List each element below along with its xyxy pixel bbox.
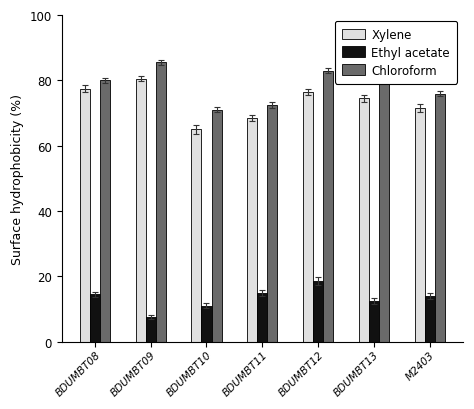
Bar	[435, 94, 445, 342]
Bar	[247, 119, 257, 342]
Bar	[359, 99, 369, 342]
Bar	[313, 282, 323, 342]
Bar	[100, 81, 110, 342]
Bar	[201, 306, 211, 342]
Bar	[211, 110, 221, 342]
Bar	[146, 317, 156, 342]
Bar	[303, 93, 313, 342]
Legend: Xylene, Ethyl acetate, Chloroform: Xylene, Ethyl acetate, Chloroform	[335, 22, 457, 84]
Bar	[267, 106, 277, 342]
Bar	[415, 109, 425, 342]
Bar	[80, 90, 90, 342]
Bar	[257, 293, 267, 342]
Y-axis label: Surface hydrophobicity (%): Surface hydrophobicity (%)	[11, 94, 24, 264]
Bar	[90, 295, 100, 342]
Bar	[136, 80, 146, 342]
Bar	[425, 297, 435, 342]
Bar	[156, 63, 166, 342]
Bar	[191, 130, 201, 342]
Bar	[379, 81, 389, 342]
Bar	[323, 72, 333, 342]
Bar	[369, 301, 379, 342]
